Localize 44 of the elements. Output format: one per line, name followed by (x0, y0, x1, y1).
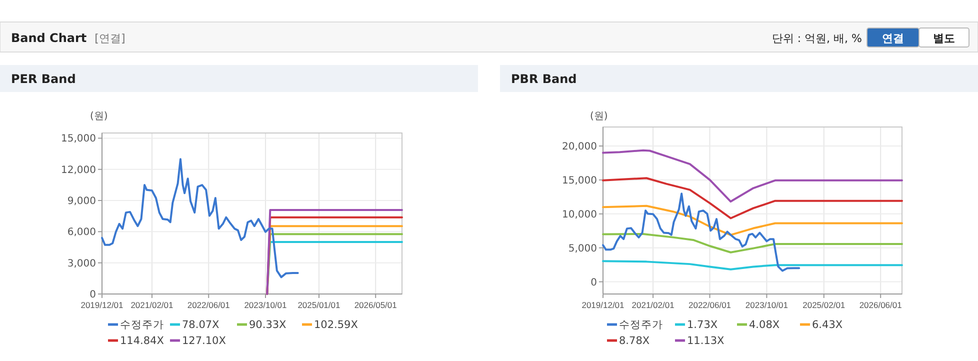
y-tick-label: 5,000 (568, 243, 597, 254)
x-tick-label: 2025/01/01 (298, 300, 341, 310)
chart-title: PER Band (11, 72, 76, 86)
x-tick-label: 2019/12/01 (582, 300, 625, 310)
legend-label: 수정주가 (619, 319, 663, 331)
x-tick-label: 2026/05/01 (354, 300, 398, 310)
y-tick-label: 10,000 (562, 209, 597, 220)
text: 단위 : 억원, 배, % (772, 32, 862, 45)
text: [연결] (94, 32, 126, 45)
legend-label: 114.84X (120, 335, 164, 347)
y-tick-label: 9,000 (67, 196, 96, 208)
legend-label: 수정주가 (120, 319, 164, 331)
y-tick-label: 15,000 (562, 175, 597, 186)
y-tick-label: 15,000 (61, 134, 96, 145)
y-tick-label: 0 (90, 290, 96, 300)
legend-label: 78.07X (182, 319, 220, 331)
text: 별도 (933, 32, 955, 45)
x-tick-label: 2019/12/01 (80, 300, 124, 310)
x-tick-label: 2023/10/01 (745, 300, 788, 310)
x-tick-label: 2026/06/01 (859, 300, 902, 310)
y-tick-label: 12,000 (61, 164, 96, 176)
y-axis-title: (원) (90, 111, 108, 122)
legend-label: 6.43X (812, 319, 843, 331)
legend-label: 127.10X (182, 335, 226, 347)
text: Band Chart (11, 31, 87, 45)
x-tick-label: 2022/06/01 (688, 300, 732, 310)
y-tick-label: 3,000 (67, 258, 96, 270)
legend-label: 11.13X (687, 335, 724, 347)
legend-label: 8.78X (619, 335, 650, 347)
x-tick-label: 2021/02/01 (130, 300, 174, 310)
chart-title: PBR Band (511, 72, 577, 86)
x-tick-label: 2021/02/01 (632, 300, 675, 310)
text: 연결 (882, 32, 904, 45)
x-tick-label: 2023/10/01 (244, 300, 288, 310)
legend-label: 102.59X (314, 319, 358, 331)
y-tick-label: 0 (590, 277, 597, 288)
legend-label: 90.33X (249, 319, 286, 331)
y-axis-title: (원) (590, 111, 608, 122)
x-tick-label: 2025/02/01 (802, 300, 846, 310)
y-tick-label: 20,000 (562, 142, 597, 153)
legend-label: 1.73X (687, 319, 718, 331)
x-tick-label: 2022/06/01 (187, 300, 230, 310)
y-tick-label: 6,000 (67, 227, 96, 238)
legend-label: 4.08X (749, 319, 780, 331)
